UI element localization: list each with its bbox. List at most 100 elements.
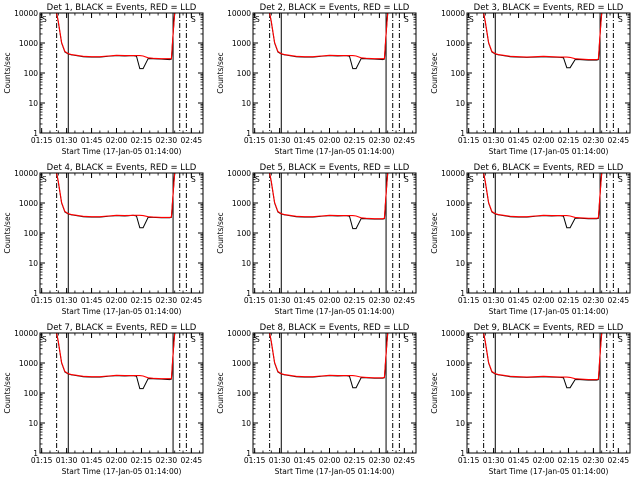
x-tick-label: 01:45: [508, 456, 530, 465]
y-axis-label: Counts/sec: [430, 52, 439, 93]
panel-title: Det 5, BLACK = Events, RED = LLD: [260, 163, 410, 173]
x-tick-label: 02:15: [131, 296, 153, 305]
x-axis-label: Start Time (17-Jan-05 01:14:00): [275, 307, 395, 316]
x-tick-label: 02:00: [533, 136, 555, 145]
x-tick-label: 02:00: [319, 136, 341, 145]
x-axis-label: Start Time (17-Jan-05 01:14:00): [275, 467, 395, 476]
panel-title: Det 2, BLACK = Events, RED = LLD: [260, 3, 410, 13]
series-lld-line: [253, 173, 396, 220]
y-tick-label: 10000: [441, 329, 465, 338]
annotation-s-left: S: [42, 335, 47, 344]
x-tick-label: 02:00: [106, 136, 128, 145]
x-tick-label: 01:45: [294, 456, 316, 465]
annotation-s-left: S: [42, 175, 47, 184]
annotation-s-right: S: [404, 15, 409, 24]
series-lld-line: [467, 173, 610, 219]
y-tick-label: 10000: [14, 169, 38, 178]
y-tick-label: 1: [33, 289, 38, 298]
x-tick-label: 01:15: [31, 296, 53, 305]
y-tick-label: 1000: [232, 39, 251, 48]
x-tick-label: 01:30: [269, 136, 291, 145]
y-tick-label: 10000: [441, 9, 465, 18]
x-axis-label: Start Time (17-Jan-05 01:14:00): [62, 307, 182, 316]
x-tick-label: 02:15: [558, 456, 580, 465]
y-axis-label: Counts/sec: [216, 372, 225, 413]
y-tick-label: 1000: [19, 39, 38, 48]
y-tick-label: 1000: [232, 359, 251, 368]
y-tick-label: 10000: [441, 169, 465, 178]
y-tick-label: 1: [246, 129, 251, 138]
x-tick-label: 01:30: [56, 296, 78, 305]
x-tick-label: 02:45: [608, 136, 630, 145]
x-tick-label: 02:45: [394, 136, 416, 145]
annotation-s-right: S: [404, 175, 409, 184]
x-tick-label: 01:15: [458, 456, 480, 465]
x-tick-label: 02:30: [156, 296, 178, 305]
panel-det-1: Det 1, BLACK = Events, RED = LLD Counts/s…: [3, 3, 204, 156]
x-tick-label: 02:45: [181, 456, 203, 465]
annotation-s-left: S: [255, 335, 260, 344]
x-tick-label: 01:30: [483, 296, 505, 305]
annotation-s-left: S: [469, 175, 474, 184]
y-tick-label: 1: [460, 449, 465, 458]
x-tick-label: 02:00: [319, 296, 341, 305]
x-tick-label: 02:15: [131, 136, 153, 145]
x-tick-label: 01:15: [244, 136, 266, 145]
annotation-s-right: S: [191, 335, 196, 344]
y-tick-label: 1000: [446, 39, 465, 48]
panel-frame: [466, 332, 631, 454]
annotation-s-left: S: [42, 15, 47, 24]
x-tick-label: 02:30: [369, 136, 391, 145]
x-tick-label: 01:30: [483, 456, 505, 465]
panel-det-9: Det 9, BLACK = Events, RED = LLD Counts/s…: [430, 323, 631, 476]
y-tick-label: 10: [455, 419, 465, 428]
x-tick-label: 01:30: [269, 456, 291, 465]
x-axis-label: Start Time (17-Jan-05 01:14:00): [489, 467, 609, 476]
panel-frame: [252, 12, 417, 134]
y-tick-label: 1: [33, 129, 38, 138]
x-tick-label: 01:45: [81, 296, 103, 305]
x-tick-label: 02:15: [131, 456, 153, 465]
panel-det-7: Det 7, BLACK = Events, RED = LLD Counts/s…: [3, 323, 204, 476]
y-tick-label: 10000: [14, 9, 38, 18]
panel-det-8: Det 8, BLACK = Events, RED = LLD Counts/s…: [216, 323, 417, 476]
y-axis-label: Counts/sec: [216, 212, 225, 253]
y-tick-label: 100: [451, 389, 466, 398]
panel-frame: [252, 172, 417, 294]
x-tick-label: 02:30: [583, 296, 605, 305]
y-tick-label: 10: [455, 259, 465, 268]
x-tick-label: 01:15: [244, 296, 266, 305]
panel-frame: [39, 172, 204, 294]
y-tick-label: 1: [246, 289, 251, 298]
y-tick-label: 1: [460, 289, 465, 298]
x-tick-label: 02:15: [344, 136, 366, 145]
annotation-s-left: S: [469, 335, 474, 344]
x-axis-label: Start Time (17-Jan-05 01:14:00): [62, 467, 182, 476]
panel-title: Det 4, BLACK = Events, RED = LLD: [47, 163, 197, 173]
y-tick-label: 1000: [446, 359, 465, 368]
x-axis-label: Start Time (17-Jan-05 01:14:00): [275, 147, 395, 156]
y-tick-label: 10: [28, 259, 38, 268]
x-tick-label: 01:45: [294, 136, 316, 145]
annotation-s-right: S: [404, 335, 409, 344]
panel-frame: [466, 172, 631, 294]
x-tick-label: 01:30: [269, 296, 291, 305]
annotation-s-left: S: [255, 175, 260, 184]
x-tick-label: 02:00: [533, 296, 555, 305]
series-lld-line: [253, 333, 396, 379]
panel-frame: [39, 332, 204, 454]
x-tick-label: 01:15: [31, 456, 53, 465]
annotation-s-right: S: [191, 15, 196, 24]
x-tick-label: 02:00: [106, 456, 128, 465]
x-tick-label: 02:00: [319, 456, 341, 465]
y-tick-label: 10000: [227, 329, 251, 338]
panel-title: Det 9, BLACK = Events, RED = LLD: [474, 323, 624, 333]
annotation-s-left: S: [469, 15, 474, 24]
x-tick-label: 02:45: [608, 296, 630, 305]
x-tick-label: 02:30: [369, 296, 391, 305]
series-lld-line: [40, 13, 183, 60]
x-tick-label: 02:00: [533, 456, 555, 465]
y-axis-label: Counts/sec: [430, 212, 439, 253]
y-tick-label: 100: [237, 389, 252, 398]
y-tick-label: 1000: [232, 199, 251, 208]
